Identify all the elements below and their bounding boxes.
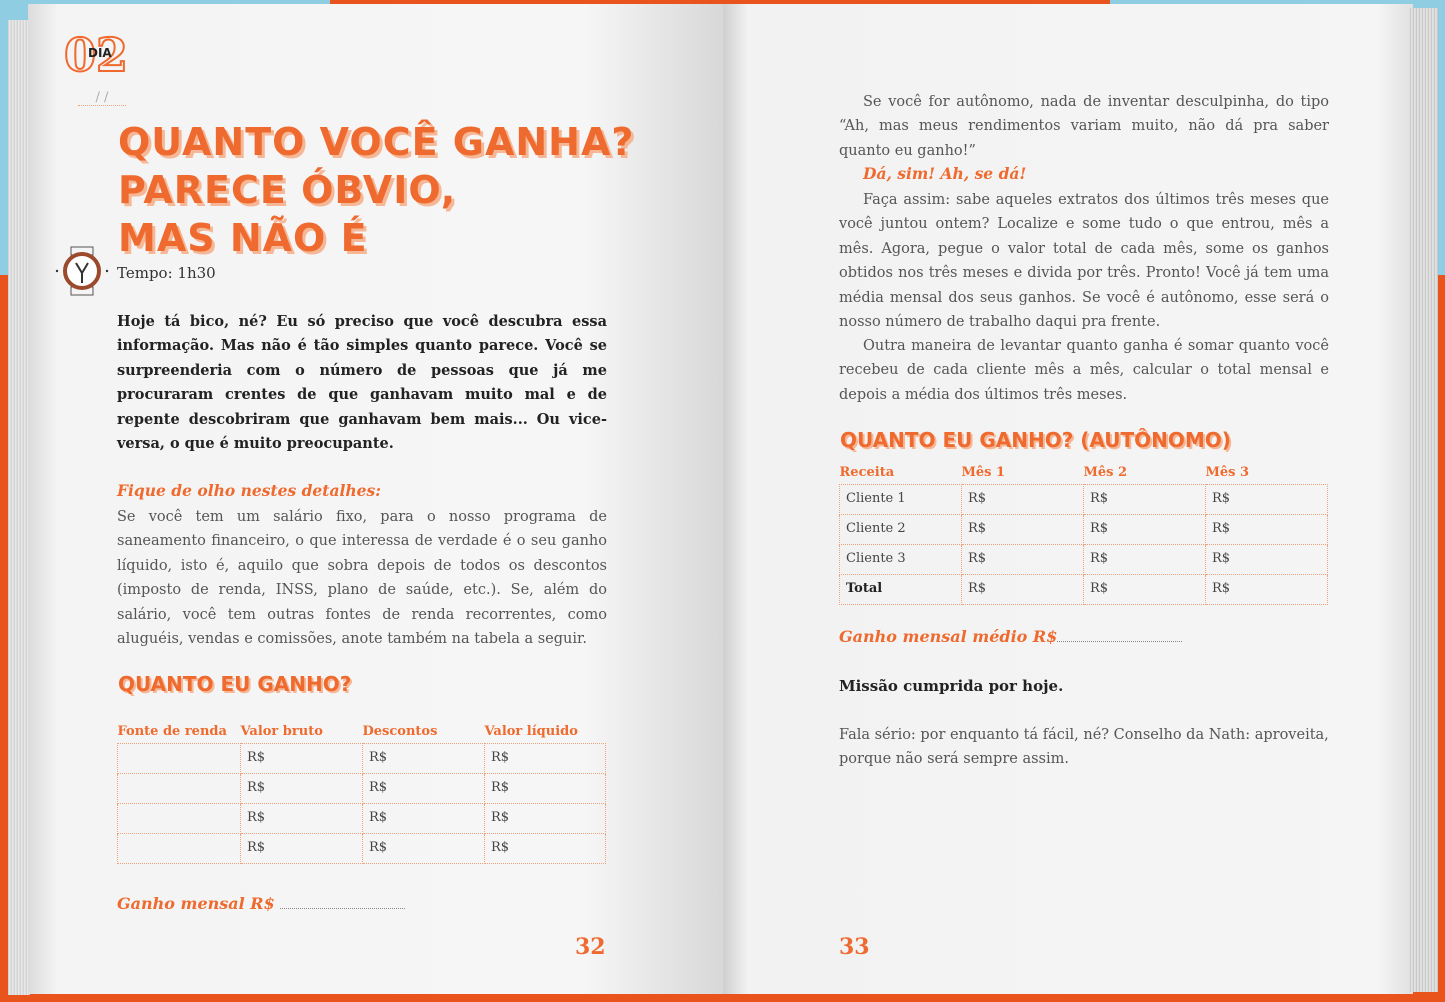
table-cell[interactable]: R$ bbox=[484, 772, 606, 804]
table-row: Cliente 3 R$ R$ R$ bbox=[839, 543, 1328, 575]
paragraph-2: Faça assim: sabe aqueles extratos dos úl… bbox=[839, 192, 1329, 331]
closing-paragraph: Fala sério: por enquanto tá fácil, né? C… bbox=[839, 727, 1329, 768]
intro-paragraph: Hoje tá bico, né? Eu só preciso que você… bbox=[117, 313, 607, 453]
table-cell[interactable]: R$ bbox=[1205, 513, 1328, 545]
table-cell[interactable]: R$ bbox=[961, 483, 1084, 515]
table-cell[interactable]: R$ bbox=[240, 772, 363, 804]
table-title: QUANTO EU GANHO? bbox=[118, 672, 352, 696]
day-label: DIA bbox=[88, 46, 112, 60]
table-cell[interactable]: R$ bbox=[1083, 543, 1206, 575]
table-cell[interactable] bbox=[117, 832, 241, 864]
page-title: QUANTO VOCÊ GANHA? PARECE ÓBVIO, MAS NÃO… bbox=[118, 118, 634, 262]
table-cell[interactable]: R$ bbox=[484, 802, 606, 834]
column-header: Receita bbox=[839, 464, 895, 480]
page-edges-right bbox=[1410, 8, 1438, 992]
row-label: Total bbox=[839, 573, 962, 605]
row-label: Cliente 3 bbox=[839, 543, 962, 575]
table-row: R$ R$ R$ bbox=[117, 742, 606, 774]
table-cell[interactable]: R$ bbox=[1083, 573, 1206, 605]
table-cell[interactable]: R$ bbox=[961, 513, 1084, 545]
table-cell[interactable]: R$ bbox=[240, 802, 363, 834]
monthly-income-label: Ganho mensal R$ bbox=[117, 894, 275, 913]
table-row: Cliente 1 R$ R$ R$ bbox=[839, 483, 1328, 515]
table-cell[interactable]: R$ bbox=[240, 742, 363, 774]
table-row: Total R$ R$ R$ bbox=[839, 573, 1328, 605]
income-table: Fonte de renda Valor bruto Descontos Val… bbox=[117, 706, 606, 864]
fill-line[interactable] bbox=[1057, 628, 1183, 642]
table-cell[interactable]: R$ bbox=[484, 832, 606, 864]
table-cell[interactable]: R$ bbox=[362, 832, 485, 864]
paragraph-3: Outra maneira de levantar quanto ganha é… bbox=[839, 338, 1329, 403]
table-row: Cliente 2 R$ R$ R$ bbox=[839, 513, 1328, 545]
monthly-income-field[interactable]: Ganho mensal R$ bbox=[117, 894, 406, 913]
title-line: MAS NÃO É bbox=[118, 216, 368, 260]
table-cell[interactable]: R$ bbox=[961, 573, 1084, 605]
table-cell[interactable] bbox=[117, 742, 241, 774]
column-header: Valor bruto bbox=[240, 723, 323, 739]
table-cell[interactable]: R$ bbox=[1205, 483, 1328, 515]
table-cell[interactable]: R$ bbox=[362, 772, 485, 804]
column-header: Mês 2 bbox=[1083, 464, 1128, 480]
row-label: Cliente 2 bbox=[839, 513, 962, 545]
table-title: QUANTO EU GANHO? (AUTÔNOMO) bbox=[840, 428, 1231, 452]
table-row: R$ R$ R$ bbox=[117, 832, 606, 864]
mission-complete: Missão cumprida por hoje. bbox=[839, 677, 1064, 695]
table-cell[interactable] bbox=[117, 772, 241, 804]
column-header: Mês 1 bbox=[961, 464, 1006, 480]
time-estimate: Tempo: 1h30 bbox=[117, 264, 216, 282]
table-cell[interactable] bbox=[117, 802, 241, 834]
fill-line[interactable] bbox=[280, 895, 406, 909]
column-header: Mês 3 bbox=[1205, 464, 1250, 480]
table-cell[interactable]: R$ bbox=[1205, 543, 1328, 575]
column-header: Descontos bbox=[362, 723, 438, 739]
paragraph-1: Se você for autônomo, nada de inventar d… bbox=[839, 94, 1329, 159]
exclamation: Dá, sim! Ah, se dá! bbox=[863, 164, 1027, 183]
table-cell[interactable]: R$ bbox=[362, 802, 485, 834]
average-income-label: Ganho mensal médio R$ bbox=[839, 627, 1058, 646]
stopwatch-icon bbox=[55, 246, 109, 296]
column-header: Fonte de renda bbox=[117, 723, 227, 739]
page-edges-left bbox=[8, 20, 30, 995]
page-number: 33 bbox=[839, 934, 870, 960]
table-cell[interactable]: R$ bbox=[1083, 513, 1206, 545]
body-paragraph: Se você tem um salário fixo, para o noss… bbox=[117, 509, 607, 648]
freelancer-income-table: Receita Mês 1 Mês 2 Mês 3 Cliente 1 R$ R$ R… bbox=[839, 460, 1328, 605]
page-number: 32 bbox=[575, 934, 606, 960]
row-label: Cliente 1 bbox=[839, 483, 962, 515]
table-cell[interactable]: R$ bbox=[240, 832, 363, 864]
title-line: QUANTO VOCÊ GANHA? bbox=[118, 120, 635, 164]
table-cell[interactable]: R$ bbox=[484, 742, 606, 774]
day-number: 02 bbox=[63, 27, 129, 83]
average-income-field[interactable]: Ganho mensal médio R$ bbox=[839, 627, 1183, 646]
column-header: Valor líquido bbox=[484, 723, 578, 739]
date-field[interactable]: / / bbox=[78, 90, 126, 106]
table-cell[interactable]: R$ bbox=[1205, 573, 1328, 605]
table-row: R$ R$ R$ bbox=[117, 802, 606, 834]
table-cell[interactable]: R$ bbox=[362, 742, 485, 774]
title-line: PARECE ÓBVIO, bbox=[118, 168, 457, 212]
table-cell[interactable]: R$ bbox=[961, 543, 1084, 575]
background-strip bbox=[330, 0, 1110, 6]
subheading: Fique de olho nestes detalhes: bbox=[117, 481, 381, 500]
table-row: R$ R$ R$ bbox=[117, 772, 606, 804]
table-cell[interactable]: R$ bbox=[1083, 483, 1206, 515]
